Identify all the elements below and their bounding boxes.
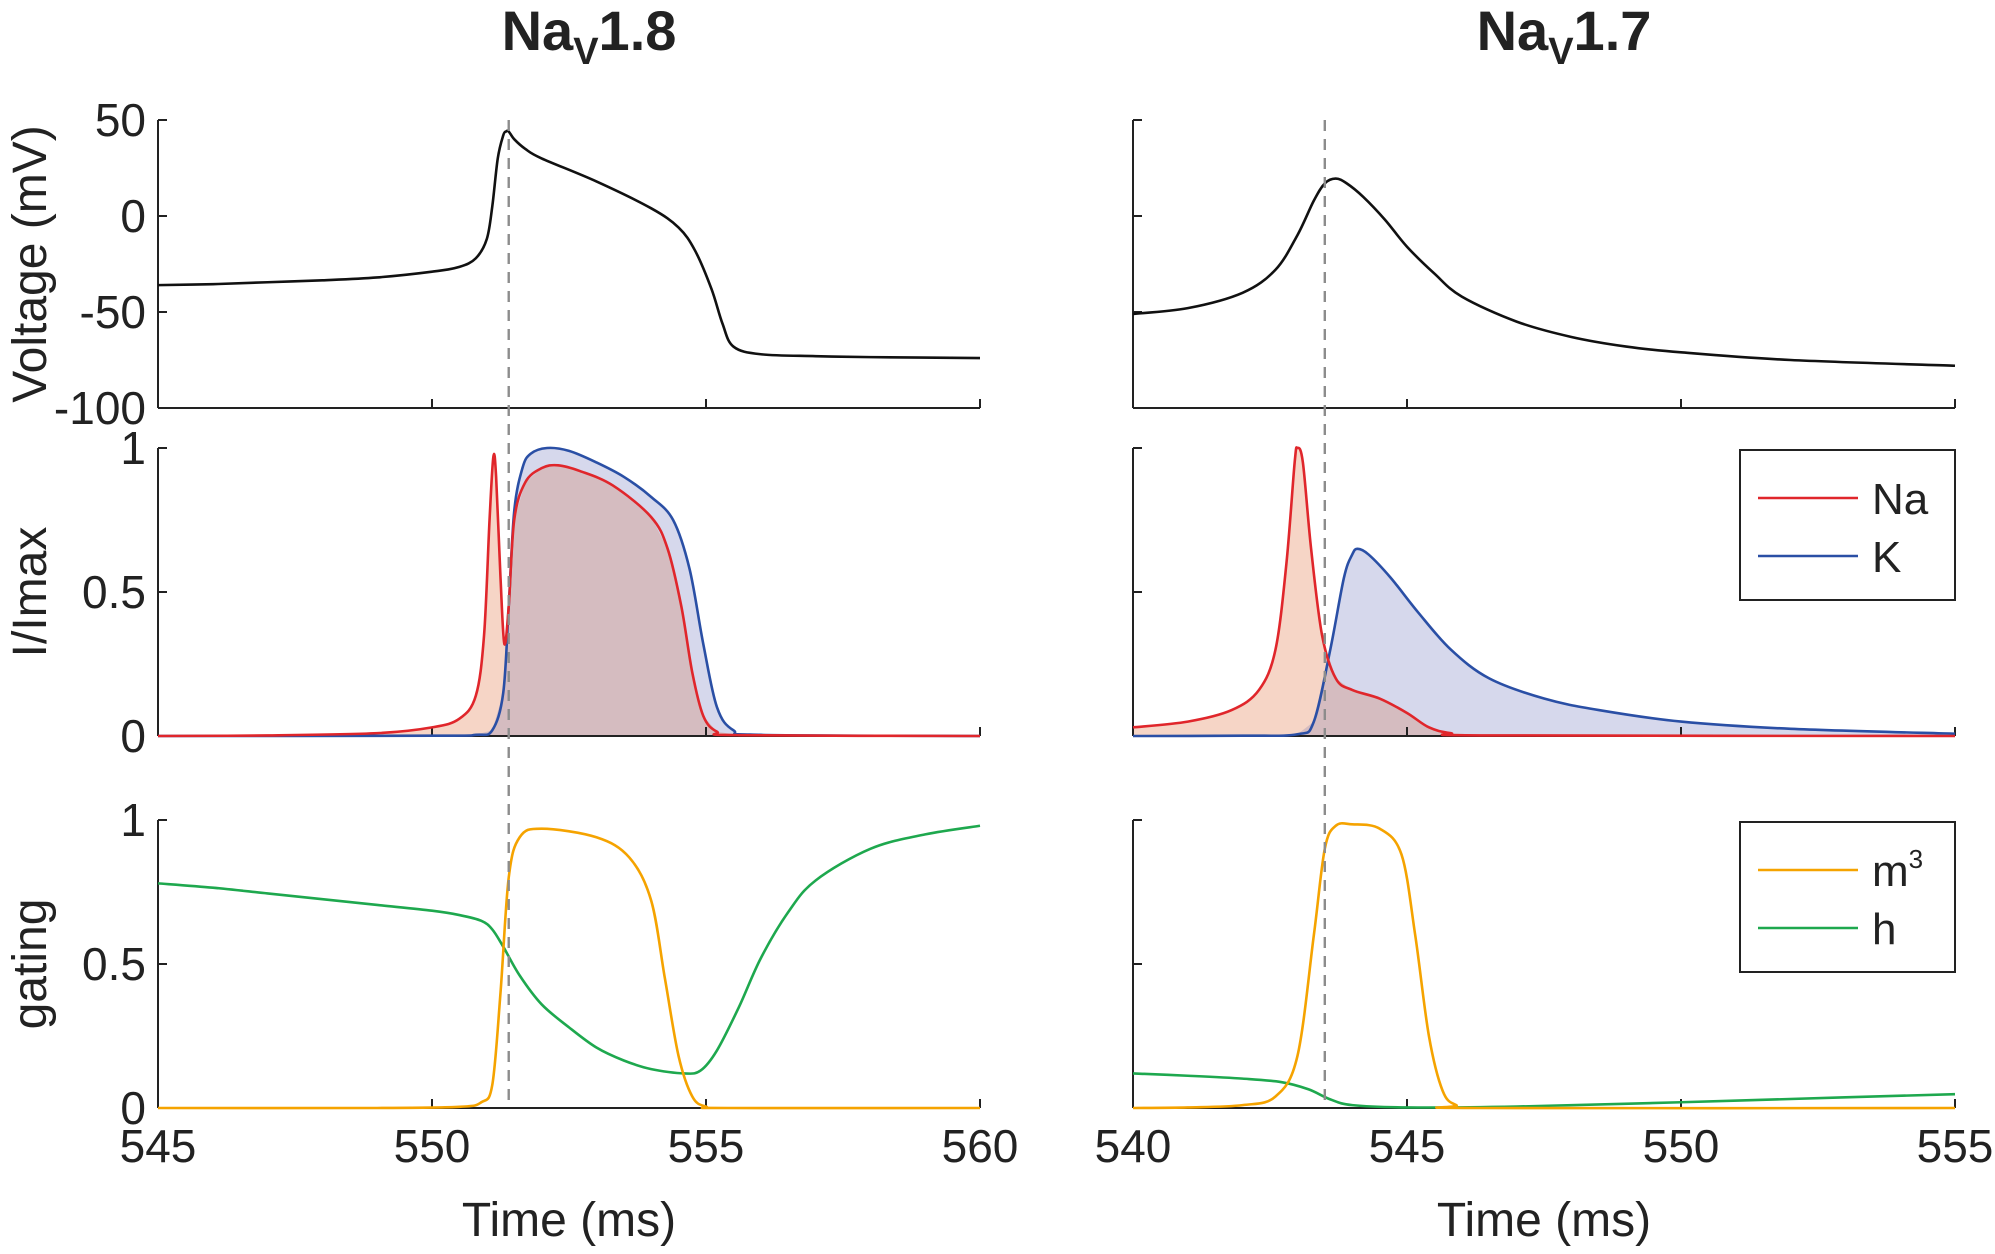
overlap-area (1133, 656, 1955, 736)
y-tick-label: 0 (120, 190, 146, 242)
title-rest: 1.8 (599, 0, 677, 62)
legend-text: K (1872, 533, 1901, 582)
x-tick-label: 545 (120, 1120, 197, 1172)
legend-text: Na (1872, 475, 1929, 524)
y-tick-label: 0.5 (82, 938, 146, 990)
title-base: Na (502, 0, 574, 62)
x-tick-label: 550 (1643, 1120, 1720, 1172)
legend-label: Na (1872, 475, 1929, 524)
legend-label: K (1872, 533, 1901, 582)
title-subscript: V (573, 31, 599, 73)
legend-currents: Na K (1739, 449, 1956, 601)
column-title-1: NaV1.8 (502, 0, 677, 73)
y-tick-label: 1 (120, 422, 146, 474)
title-base: Na (1477, 0, 1549, 62)
legend-label: h (1872, 905, 1896, 954)
overlap-area (158, 465, 980, 736)
voltage-line (157, 129, 981, 360)
m3-gating-line (157, 827, 981, 1110)
na-current-line (157, 452, 981, 738)
na-current-line (1132, 446, 1956, 738)
x-tick-label: 555 (1917, 1120, 1994, 1172)
m3-gating-line (1132, 822, 1956, 1110)
axes-col2-row1 (1132, 119, 1956, 409)
title-rest: 1.7 (1574, 0, 1652, 62)
k-current-line (1132, 547, 1956, 738)
legend-box (1739, 821, 1956, 973)
y-tick-label: 0 (120, 1082, 146, 1134)
voltage-line (1132, 177, 1956, 368)
axes-col2-row3: 540 545 550 555 (1095, 819, 1994, 1172)
legend-text: m (1872, 847, 1909, 896)
y-tick-label: -50 (80, 286, 146, 338)
y-tick-label: 50 (95, 94, 146, 146)
xlabel-col-2: Time (ms) (1437, 1194, 1651, 1247)
x-tick-label: 550 (394, 1120, 471, 1172)
x-tick-label: 560 (942, 1120, 1019, 1172)
legend-box (1739, 449, 1956, 601)
legend-gating: m3 h (1739, 821, 1956, 973)
y-tick-label: 0.5 (82, 566, 146, 618)
column-title-2: NaV1.7 (1477, 0, 1652, 73)
ylabel-row-1: Voltage (mV) (4, 125, 57, 402)
legend-superscript: 3 (1909, 844, 1923, 874)
axes-col2-row2 (1132, 446, 1956, 738)
h-gating-line (1132, 1072, 1956, 1109)
na-area (1133, 447, 1955, 736)
y-tick-label: -100 (54, 382, 146, 434)
ylabel-row-2: I/Imax (4, 527, 57, 658)
legend-label: m3 (1872, 844, 1923, 896)
title-subscript: V (1548, 31, 1574, 73)
x-tick-label: 555 (668, 1120, 745, 1172)
axes-col1-row1: 50 0 -50 -100 (54, 94, 981, 434)
ylabel-row-3: gating (4, 899, 57, 1030)
axes-col1-row2: 10.50 (82, 422, 981, 762)
legend-text: h (1872, 905, 1896, 954)
k-current-line (157, 446, 981, 738)
y-tick-label: 1 (120, 794, 146, 846)
x-tick-label: 545 (1369, 1120, 1446, 1172)
xlabel-col-1: Time (ms) (462, 1194, 676, 1247)
y-tick-label: 0 (120, 710, 146, 762)
x-tick-label: 540 (1095, 1120, 1172, 1172)
h-gating-line (157, 824, 981, 1075)
